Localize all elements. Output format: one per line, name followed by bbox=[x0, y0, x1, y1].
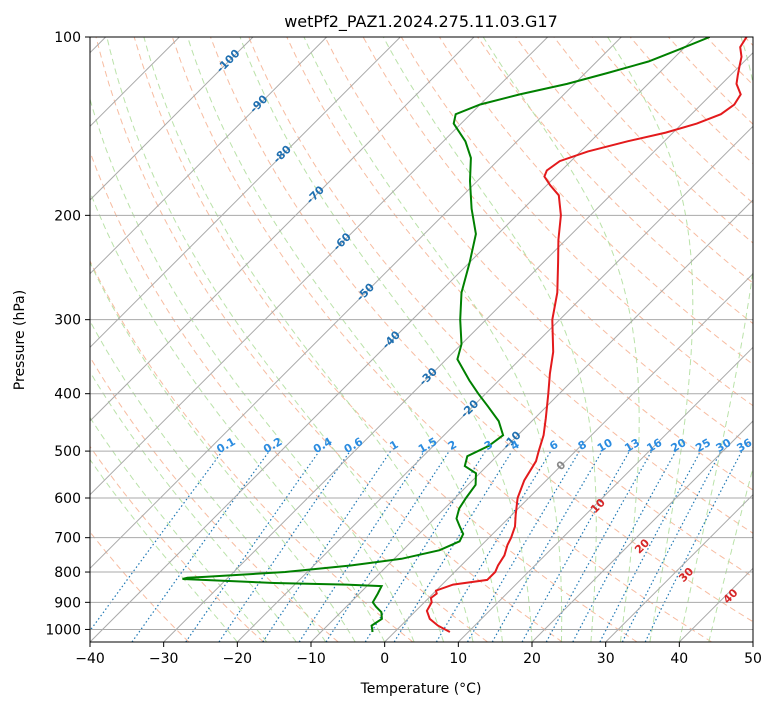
isotherm-line bbox=[605, 493, 753, 642]
y-axis-title: Pressure (hPa) bbox=[12, 290, 28, 390]
moist-adiabat bbox=[607, 37, 694, 642]
dry-adiabat bbox=[90, 356, 339, 642]
isotherm-line bbox=[90, 37, 328, 275]
mixing-ratio-line bbox=[572, 450, 677, 642]
x-tick-label: 0 bbox=[380, 651, 389, 667]
dry-adiabat bbox=[90, 445, 264, 642]
moist-adiabat bbox=[187, 37, 503, 642]
temperature-profile bbox=[425, 37, 748, 633]
mixing-ratio-line bbox=[90, 450, 223, 632]
y-tick-label: 900 bbox=[54, 595, 81, 611]
x-tick-label: −20 bbox=[223, 651, 253, 667]
mixing-ratio-line bbox=[262, 450, 392, 642]
plot-frame bbox=[89, 36, 754, 643]
moist-adiabat bbox=[708, 466, 753, 642]
x-tick-label: 30 bbox=[597, 651, 615, 667]
mixing-ratio-line bbox=[298, 450, 425, 642]
background-lines bbox=[90, 37, 753, 642]
isotherm-line bbox=[90, 37, 622, 570]
x-tick-label: −30 bbox=[149, 651, 179, 667]
x-tick-label: 40 bbox=[670, 651, 688, 667]
mixing-ratio-line bbox=[131, 450, 270, 642]
grid-lines bbox=[90, 37, 753, 642]
dry-adiabat bbox=[133, 37, 638, 642]
y-tick-label: 200 bbox=[54, 208, 81, 224]
dry-adiabat bbox=[95, 37, 563, 642]
isotherm-line bbox=[531, 420, 753, 642]
moist-adiabat bbox=[90, 190, 386, 642]
moist-adiabat bbox=[106, 37, 445, 642]
x-tick-label: 50 bbox=[744, 651, 762, 667]
y-tick-label: 800 bbox=[54, 565, 81, 581]
y-tick-label: 600 bbox=[54, 491, 81, 507]
dry-adiabat bbox=[248, 37, 753, 578]
dry-adiabat bbox=[286, 37, 753, 534]
moist-adiabat bbox=[303, 37, 563, 642]
mixing-ratio-line bbox=[218, 450, 351, 642]
mixing-ratio-line bbox=[325, 450, 450, 642]
mixing-ratio-line bbox=[545, 450, 653, 642]
moist-adiabat bbox=[90, 458, 238, 642]
isotherm-line bbox=[163, 51, 753, 642]
dry-adiabat bbox=[171, 37, 712, 642]
isotherm-line bbox=[90, 37, 401, 349]
y-tick-label: 500 bbox=[54, 444, 81, 460]
moist-adiabat bbox=[482, 37, 640, 642]
x-tick-label: 10 bbox=[449, 651, 467, 667]
isotherm-line bbox=[310, 199, 753, 642]
profiles bbox=[182, 37, 748, 633]
isotherm-line bbox=[236, 125, 753, 642]
dry-adiabat bbox=[515, 37, 753, 284]
y-axis: 100 200 300 400 500 600 700 800 900 1000 bbox=[45, 30, 90, 638]
mixing-ratio-line bbox=[644, 450, 743, 642]
moist-adiabat bbox=[90, 370, 297, 642]
y-tick-label: 400 bbox=[54, 387, 81, 403]
x-tick-label: −10 bbox=[296, 651, 326, 667]
moist-adiabat bbox=[90, 261, 356, 642]
y-tick-label: 300 bbox=[54, 313, 81, 329]
isotherm-line bbox=[90, 37, 475, 422]
moist-adiabat bbox=[143, 37, 474, 642]
y-tick-label: 1000 bbox=[45, 622, 81, 638]
mixing-ratio-line bbox=[185, 450, 320, 642]
isotherm-line bbox=[90, 37, 696, 642]
moist-adiabat bbox=[239, 37, 533, 642]
isotherm-line bbox=[384, 272, 753, 642]
x-tick-label: −40 bbox=[75, 651, 105, 667]
y-tick-label: 100 bbox=[54, 30, 81, 46]
x-axis: −40 −30 −20 −10 0 10 20 30 40 50 bbox=[75, 642, 762, 667]
moist-adiabat bbox=[678, 37, 753, 642]
y-tick-label: 700 bbox=[54, 531, 81, 547]
x-axis-title: Temperature (°C) bbox=[360, 681, 482, 697]
dewpoint-profile bbox=[182, 37, 711, 633]
moist-adiabat bbox=[90, 320, 327, 642]
mixing-ratio-line bbox=[393, 450, 513, 642]
chart-title: wetPf2_PAZ1.2024.275.11.03.G17 bbox=[284, 12, 558, 32]
mixing-ratio-line bbox=[521, 450, 631, 642]
dry-adiabat bbox=[90, 259, 414, 642]
dry-adiabat bbox=[210, 37, 753, 623]
isotherm-line bbox=[457, 346, 753, 642]
moist-adiabat bbox=[382, 37, 597, 642]
isotherm-line bbox=[90, 37, 549, 496]
x-tick-label: 20 bbox=[523, 651, 541, 667]
isotherm-line bbox=[90, 37, 254, 201]
moist-adiabat bbox=[90, 416, 268, 642]
